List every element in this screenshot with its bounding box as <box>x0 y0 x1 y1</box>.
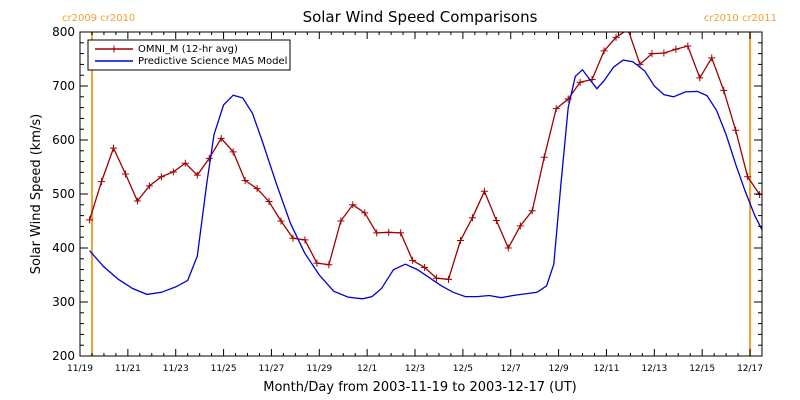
omni-data-point-41 <box>576 78 584 86</box>
omni-data-point-55 <box>744 173 752 181</box>
omni-data-point-28 <box>421 263 429 271</box>
y-tick-label-2: 400 <box>52 241 75 255</box>
legend-label-omni: OMNI_M (12-hr avg) <box>138 44 238 55</box>
omni-data-point-29 <box>433 274 441 282</box>
omni-data-point-13 <box>241 177 249 184</box>
omni-data-point-35 <box>504 244 512 252</box>
series-layer <box>86 32 762 300</box>
omni-data-point-50 <box>684 42 692 50</box>
omni-data-point-0 <box>86 216 94 224</box>
omni-data-point-23 <box>361 209 369 217</box>
omni-data-point-3 <box>121 170 129 178</box>
omni-data-point-21 <box>337 217 345 225</box>
legend-box <box>87 39 291 71</box>
x-tick-label-0: 11/19 <box>67 364 93 374</box>
omni-data-point-39 <box>552 105 560 113</box>
omni-data-point-16 <box>277 217 285 225</box>
legend: OMNI_M (12-hr avg) Predictive Science MA… <box>87 39 291 71</box>
omni-data-point-52 <box>708 54 716 62</box>
carrington-boundary-lines <box>90 32 752 356</box>
x-tick-label-6: 12/1 <box>357 364 377 374</box>
x-tick-label-1: 11/21 <box>115 364 141 374</box>
x-tick-label-8: 12/5 <box>453 364 473 374</box>
legend-marker-omni <box>110 45 118 53</box>
omni-data-point-4 <box>133 197 141 205</box>
omni-data-point-8 <box>181 159 189 167</box>
x-tick-label-14: 12/17 <box>737 364 763 374</box>
x-tick-label-10: 12/9 <box>548 364 568 374</box>
omni-data-point-43 <box>600 47 608 55</box>
x-tick-label-9: 12/7 <box>501 364 521 374</box>
x-tick-label-13: 12/15 <box>689 364 715 374</box>
x-tick-label-12: 12/13 <box>641 364 667 374</box>
legend-label-mas: Predictive Science MAS Model <box>138 56 287 67</box>
omni-data-point-34 <box>492 216 500 224</box>
omni-data-point-38 <box>540 153 548 161</box>
omni-data-point-24 <box>373 229 381 237</box>
omni-data-point-20 <box>325 261 333 269</box>
y-axis-label: Solar Wind Speed (km/s) <box>29 114 44 274</box>
series-line-1 <box>89 59 762 300</box>
x-tick-label-11: 12/11 <box>593 364 619 374</box>
y-tick-label-6: 800 <box>52 25 75 39</box>
omni-data-point-27 <box>409 256 417 264</box>
omni-data-point-26 <box>397 229 405 237</box>
omni-data-point-48 <box>660 49 668 57</box>
x-tick-label-7: 12/3 <box>405 364 425 374</box>
omni-data-point-18 <box>301 236 309 244</box>
y-tick-label-3: 500 <box>52 187 75 201</box>
x-tick-label-4: 11/27 <box>258 364 284 374</box>
omni-data-point-31 <box>456 236 464 244</box>
omni-data-point-15 <box>265 198 273 206</box>
omni-data-point-7 <box>169 168 177 176</box>
omni-data-point-11 <box>217 134 225 142</box>
y-tick-label-4: 600 <box>52 133 75 147</box>
omni-data-point-25 <box>385 228 393 236</box>
plot-frame <box>79 31 763 357</box>
axis-ticks: 11/19 11/21 11/23 11/25 11/27 11/29 12/1 12/3 12… <box>52 25 763 374</box>
omni-data-point-9 <box>193 171 201 179</box>
omni-data-point-1 <box>98 178 106 186</box>
omni-data-point-6 <box>157 173 165 181</box>
omni-data-point-33 <box>480 187 488 195</box>
cr-label-right: cr2010 cr2011 <box>704 13 777 24</box>
y-tick-label-0: 200 <box>52 349 75 363</box>
omni-data-point-44 <box>612 33 620 41</box>
x-tick-label-3: 11/25 <box>211 364 237 374</box>
omni-data-point-12 <box>229 148 237 156</box>
omni-data-point-37 <box>528 207 536 215</box>
omni-data-point-10 <box>205 154 213 162</box>
omni-data-point-54 <box>732 126 740 134</box>
x-tick-label-5: 11/29 <box>306 364 332 374</box>
y-tick-label-5: 700 <box>52 79 75 93</box>
omni-data-point-49 <box>672 45 680 53</box>
omni-data-point-2 <box>110 144 118 152</box>
omni-data-point-53 <box>720 86 728 94</box>
x-tick-label-2: 11/23 <box>163 364 189 374</box>
omni-data-point-51 <box>696 74 704 82</box>
y-tick-label-1: 300 <box>52 295 75 309</box>
omni-data-point-36 <box>516 222 524 230</box>
omni-data-point-5 <box>145 182 153 190</box>
omni-data-point-14 <box>253 185 261 193</box>
omni-data-point-17 <box>289 234 297 242</box>
omni-data-point-22 <box>349 201 357 209</box>
omni-data-point-47 <box>648 50 656 58</box>
omni-data-point-30 <box>445 275 453 283</box>
omni-data-point-32 <box>468 214 476 222</box>
x-axis-label: Month/Day from 2003-11-19 to 2003-12-17 … <box>263 380 576 395</box>
cr-label-left: cr2009 cr2010 <box>62 13 135 24</box>
omni-data-point-19 <box>313 259 321 267</box>
chart-title: Solar Wind Speed Comparisons <box>303 8 538 26</box>
